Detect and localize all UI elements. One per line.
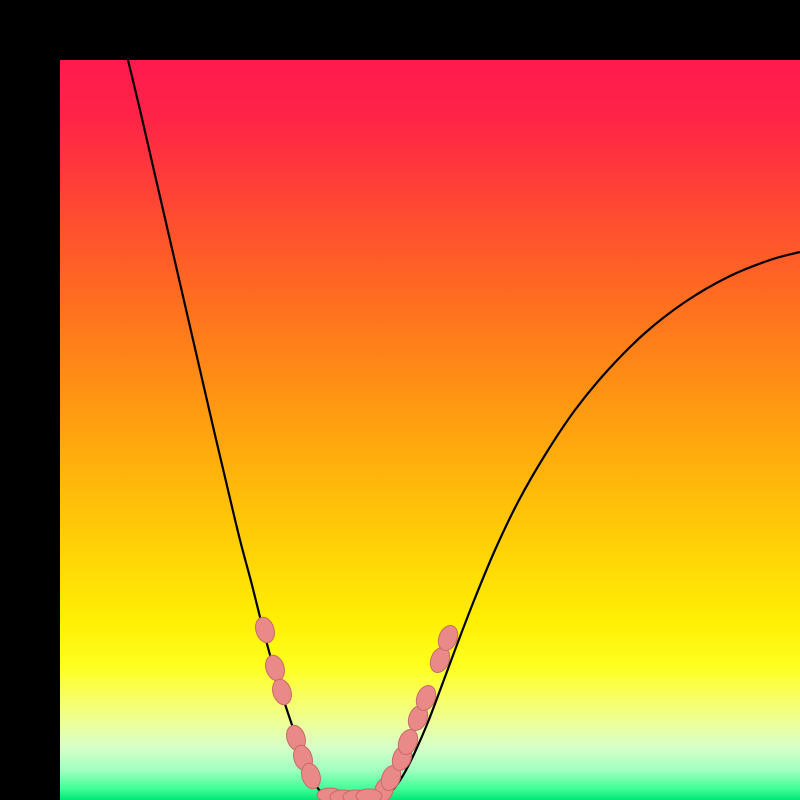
chart-frame — [0, 0, 800, 800]
data-marker — [356, 789, 382, 800]
chart-plot-area — [60, 60, 800, 800]
bottleneck-chart-svg — [60, 60, 800, 800]
